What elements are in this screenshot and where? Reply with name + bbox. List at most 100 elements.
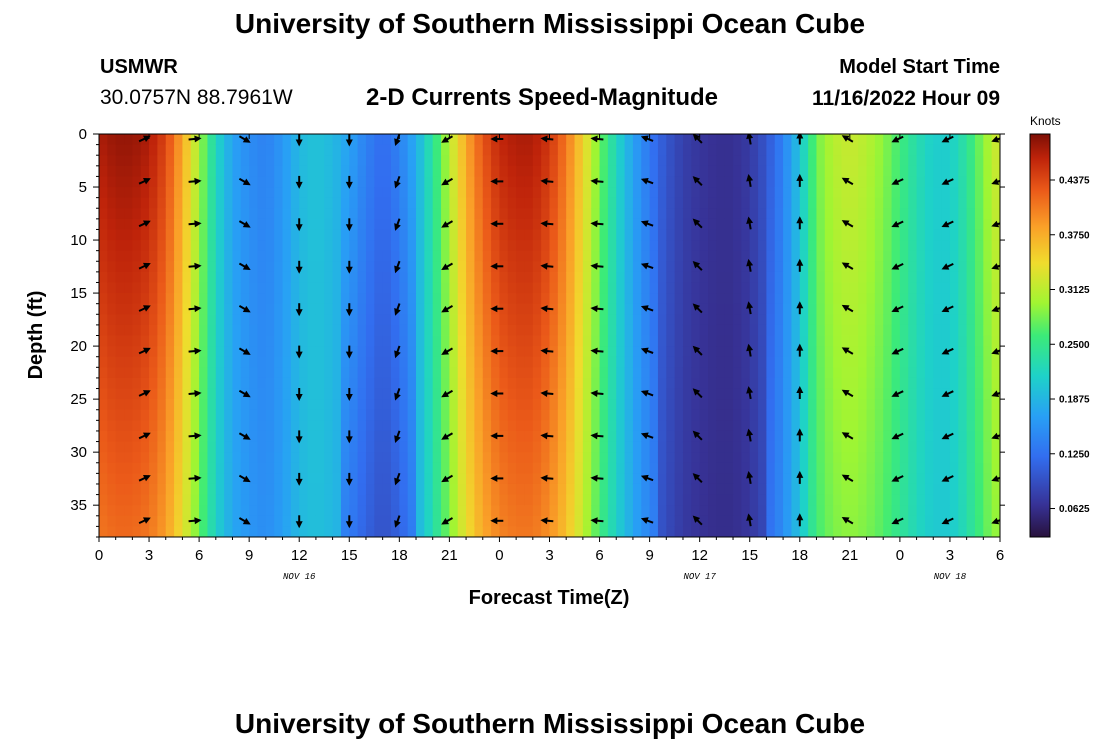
heatmap-cell bbox=[666, 271, 676, 284]
x-tick-label: 3 bbox=[145, 547, 153, 564]
heatmap-cell bbox=[124, 377, 133, 390]
heatmap-cell bbox=[224, 420, 234, 432]
heatmap-cell bbox=[324, 303, 334, 315]
heatmap-cell bbox=[916, 377, 926, 390]
heatmap-cell bbox=[140, 483, 150, 496]
heatmap-cell bbox=[107, 441, 117, 453]
heatmap-cell bbox=[115, 208, 125, 220]
heatmap-cell bbox=[791, 144, 801, 156]
heatmap-cell bbox=[99, 144, 108, 156]
colorbar-tick-label: 0.4375 bbox=[1059, 175, 1090, 186]
heatmap-cell bbox=[224, 346, 234, 358]
heatmap-cell bbox=[724, 515, 734, 527]
heatmap-cell bbox=[908, 324, 918, 337]
heatmap-cell bbox=[858, 399, 868, 411]
current-arrow bbox=[540, 432, 554, 440]
heatmap-cell bbox=[115, 430, 125, 443]
heatmap-cell bbox=[866, 367, 876, 379]
heatmap-cell bbox=[491, 420, 501, 432]
heatmap-cell bbox=[774, 155, 784, 167]
heatmap-cell bbox=[849, 165, 859, 178]
heatmap-cell bbox=[290, 187, 300, 199]
heatmap-cell bbox=[282, 483, 292, 496]
heatmap-cell bbox=[899, 452, 909, 464]
heatmap-cell bbox=[107, 165, 117, 178]
heatmap-cell bbox=[741, 197, 751, 209]
heatmap-cell bbox=[240, 155, 250, 167]
heatmap-cell bbox=[307, 515, 317, 527]
heatmap-cell bbox=[507, 187, 517, 199]
heatmap-cell bbox=[674, 208, 684, 220]
heatmap-cell bbox=[507, 176, 517, 188]
heatmap-cell bbox=[340, 462, 350, 474]
heatmap-cell bbox=[774, 441, 784, 453]
heatmap-cell bbox=[249, 282, 259, 294]
heatmap-cell bbox=[574, 526, 584, 537]
heatmap-cell bbox=[307, 155, 317, 167]
heatmap-cell bbox=[224, 282, 234, 294]
heatmap-cell bbox=[749, 218, 759, 231]
heatmap-cell bbox=[282, 218, 292, 231]
heatmap-cell bbox=[657, 250, 667, 262]
heatmap-cell bbox=[833, 441, 843, 453]
heatmap-cell bbox=[791, 483, 801, 496]
heatmap-cell bbox=[140, 409, 150, 421]
heatmap-cell bbox=[549, 515, 559, 527]
heatmap-cell bbox=[666, 526, 676, 537]
heatmap-cell bbox=[682, 356, 692, 368]
heatmap-cell bbox=[274, 483, 284, 496]
heatmap-cell bbox=[407, 462, 417, 474]
heatmap-cell bbox=[916, 197, 926, 209]
heatmap-cell bbox=[182, 282, 192, 294]
heatmap-cell bbox=[691, 335, 701, 347]
heatmap-cell bbox=[99, 335, 108, 347]
heatmap-cell bbox=[749, 208, 759, 220]
heatmap-cell bbox=[474, 515, 484, 527]
heatmap-cell bbox=[290, 526, 300, 537]
heatmap-cell bbox=[424, 240, 434, 252]
heatmap-cell bbox=[265, 218, 275, 231]
heatmap-cell bbox=[457, 197, 467, 209]
heatmap-cell bbox=[949, 452, 959, 464]
heatmap-cell bbox=[357, 250, 367, 262]
heatmap-cell bbox=[199, 187, 209, 199]
heatmap-cell bbox=[424, 134, 434, 146]
heatmap-cell bbox=[290, 176, 300, 188]
heatmap-cell bbox=[949, 526, 959, 537]
heatmap-cell bbox=[174, 250, 184, 262]
heatmap-cell bbox=[774, 271, 784, 284]
heatmap-cell bbox=[774, 144, 784, 156]
heatmap-cell bbox=[182, 218, 192, 231]
heatmap-cells bbox=[99, 134, 1000, 537]
heatmap-cell bbox=[365, 250, 375, 262]
heatmap-cell bbox=[282, 356, 292, 368]
heatmap-cell bbox=[674, 483, 684, 496]
heatmap-cell bbox=[516, 144, 526, 156]
heatmap-cell bbox=[841, 409, 851, 421]
heatmap-cell bbox=[424, 483, 434, 496]
y-tick-label: 30 bbox=[70, 444, 87, 461]
heatmap-cell bbox=[758, 346, 767, 358]
heatmap-cell bbox=[449, 430, 459, 443]
heatmap-cell bbox=[249, 261, 259, 273]
date-label: NOV 17 bbox=[683, 572, 716, 582]
heatmap-cell bbox=[491, 505, 501, 517]
heatmap-cell bbox=[290, 134, 300, 146]
heatmap-cell bbox=[666, 134, 676, 146]
heatmap-cell bbox=[791, 505, 801, 517]
heatmap-cell bbox=[482, 335, 492, 347]
heatmap-cell bbox=[215, 176, 225, 188]
heatmap-cell bbox=[657, 303, 667, 315]
heatmap-cell bbox=[724, 388, 734, 400]
heatmap-cell bbox=[482, 430, 492, 443]
heatmap-cell bbox=[949, 335, 959, 347]
heatmap-cell bbox=[983, 409, 993, 421]
heatmap-cell bbox=[899, 430, 909, 443]
heatmap-cell bbox=[616, 526, 626, 537]
heatmap-cell bbox=[591, 144, 601, 156]
heatmap-cell bbox=[107, 176, 117, 188]
heatmap-cell bbox=[958, 399, 968, 411]
heatmap-cell bbox=[424, 346, 434, 358]
heatmap-cell bbox=[207, 250, 217, 262]
heatmap-cell bbox=[232, 293, 242, 305]
